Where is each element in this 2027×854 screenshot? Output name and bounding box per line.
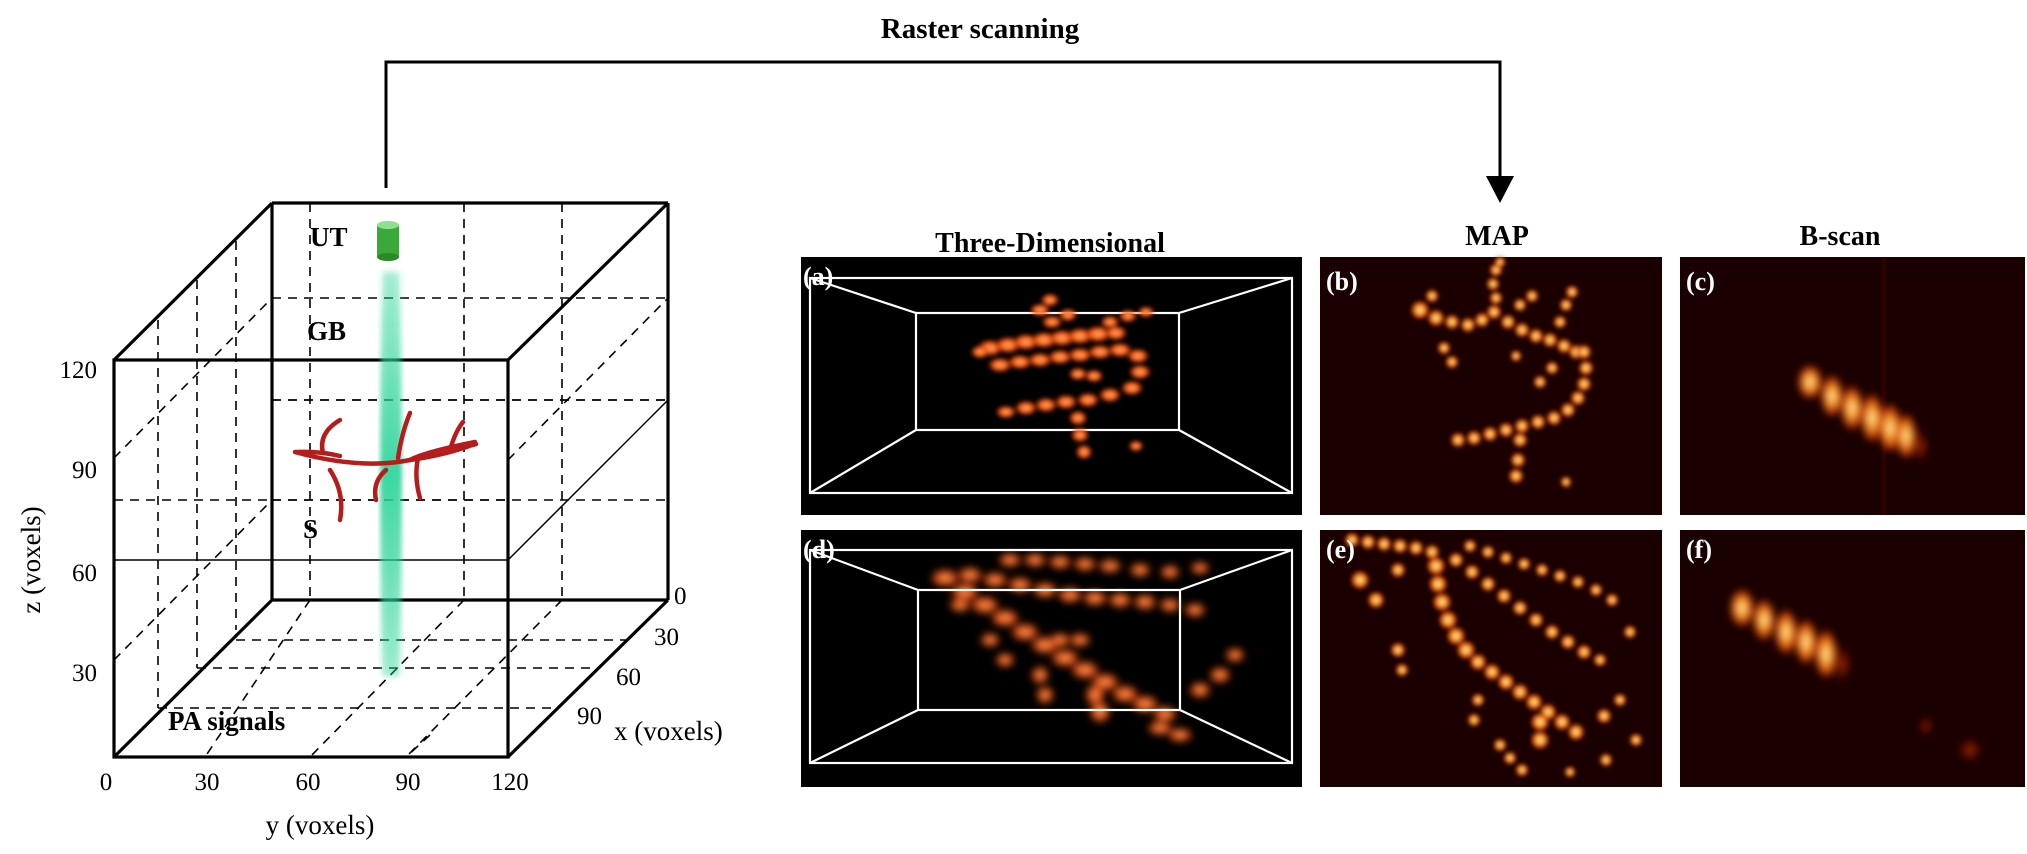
- y-tick: 30: [195, 769, 220, 796]
- panel-f-bscan: (f): [1680, 530, 2025, 787]
- x-tick: 60: [616, 664, 641, 691]
- panel-b-vessels: [1410, 256, 1594, 488]
- y-tick: 90: [396, 769, 421, 796]
- panel-label: (a): [803, 262, 833, 291]
- y-tick: 120: [491, 769, 529, 796]
- panel-label: (d): [803, 535, 835, 564]
- panel-e-map: (e): [1320, 530, 1662, 787]
- panel-f-signals: [1729, 588, 1984, 764]
- col-header-map: MAP: [1465, 221, 1529, 252]
- x-axis-ticks: 0 30 60 90: [577, 583, 687, 730]
- x-tick: 0: [674, 583, 687, 610]
- panel-a-3d-render: (a): [801, 257, 1302, 515]
- panel-c-bscan: (c): [1680, 257, 2025, 515]
- panel-c-signals: [1797, 364, 1930, 466]
- col-header-three-dimensional: Three-Dimensional: [935, 228, 1165, 259]
- y-tick: 60: [296, 769, 321, 796]
- vessel-sample: [292, 410, 479, 523]
- z-tick: 30: [72, 660, 97, 687]
- panel-b-map: (b): [1320, 256, 1662, 515]
- raster-scanning-label: Raster scanning: [881, 13, 1080, 45]
- gb-label: GB: [307, 316, 346, 346]
- s-label: S: [303, 514, 318, 544]
- x-axis-label: x (voxels): [614, 716, 723, 746]
- panel-d-3d-render: (d): [801, 530, 1302, 787]
- y-axis-ticks: 0 30 60 90 120: [100, 769, 529, 796]
- x-tick: 30: [654, 624, 679, 651]
- y-tick: 0: [100, 769, 113, 796]
- z-axis-ticks: 30 60 90 120: [60, 357, 98, 687]
- z-tick: 90: [72, 457, 97, 484]
- pa-signals-label: PA signals: [168, 706, 285, 736]
- panel-label: (b): [1326, 267, 1358, 296]
- z-tick: 120: [60, 357, 98, 384]
- panel-label: (f): [1686, 535, 1712, 564]
- raster-scanning-arrow: [384, 60, 1514, 203]
- panel-label: (e): [1326, 535, 1355, 564]
- z-axis-label: z (voxels): [16, 506, 46, 613]
- panel-e-vessels: [1344, 532, 1643, 778]
- x-tick: 90: [577, 703, 602, 730]
- transducer-cylinder: [377, 221, 399, 261]
- scan-volume-cube: [112, 201, 670, 759]
- col-header-bscan: B-scan: [1800, 221, 1881, 252]
- panel-label: (c): [1686, 267, 1715, 296]
- ut-label: UT: [310, 222, 348, 252]
- panel-a-vessels: [970, 293, 1155, 460]
- y-axis-label: y (voxels): [266, 810, 375, 840]
- z-tick: 60: [72, 560, 97, 587]
